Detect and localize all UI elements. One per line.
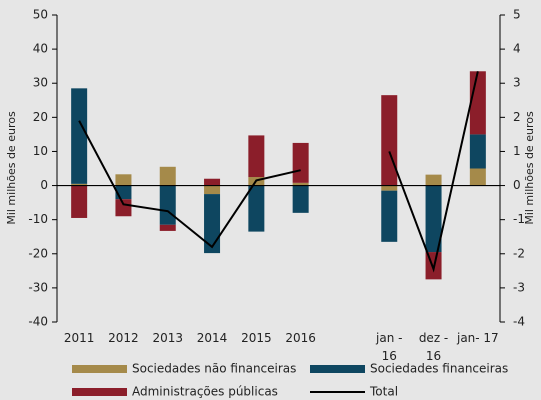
bar	[159, 166, 176, 186]
bar	[159, 185, 176, 225]
y-axis-label: Mil milhões de euros	[5, 111, 18, 225]
bar	[204, 178, 221, 186]
bar	[71, 185, 88, 218]
bar	[204, 194, 221, 254]
legend-swatch	[310, 365, 365, 373]
bar	[115, 174, 132, 186]
bar	[469, 134, 486, 169]
y-tick-label: 20	[33, 110, 48, 124]
bar	[159, 224, 176, 231]
y-tick-label: 10	[33, 144, 48, 158]
legend-label: Sociedades financeiras	[370, 362, 508, 376]
bar	[115, 199, 132, 217]
y2-tick-label: -2	[513, 246, 525, 260]
x-tick-label: dez - 16	[418, 331, 449, 363]
bar	[381, 95, 398, 186]
y-tick-label: 50	[33, 8, 48, 22]
y2-tick-label: 5	[513, 8, 521, 22]
legend-label: Sociedades não financeiras	[132, 362, 296, 376]
y2-tick-label: 3	[513, 76, 521, 90]
x-tick-label: 2016	[285, 331, 316, 345]
bar	[248, 135, 265, 178]
legend-label: Total	[369, 385, 398, 399]
bar	[381, 185, 398, 191]
y2-tick-label: 2	[513, 110, 521, 124]
x-tick-label: 2014	[196, 331, 228, 345]
y-tick-label: 30	[33, 76, 48, 90]
legend-swatch	[72, 388, 127, 396]
y2-tick-label: -3	[513, 280, 525, 294]
bar	[71, 183, 88, 186]
y-tick-label: 40	[33, 42, 48, 56]
bar	[248, 185, 265, 232]
x-tick-label: 2013	[152, 331, 184, 345]
y-tick-label: -30	[28, 280, 48, 294]
x-tick-label: 2012	[108, 331, 139, 345]
bar	[469, 71, 486, 135]
y2-tick-label: 1	[513, 144, 521, 158]
bar	[292, 142, 309, 183]
legend-label: Administrações públicas	[132, 385, 278, 399]
y-tick-label: 0	[40, 178, 48, 192]
bar	[469, 168, 486, 186]
line	[78, 71, 479, 273]
y2-axis-label: Mil milhões de euros	[523, 111, 536, 225]
y2-tick-label: -1	[513, 212, 525, 226]
y-tick-label: -10	[28, 212, 48, 226]
legend-swatch	[72, 365, 127, 373]
y-tick-label: -40	[28, 315, 48, 329]
bar	[425, 174, 442, 186]
x-tick-label: 2015	[241, 331, 272, 345]
bar	[204, 185, 221, 195]
bar	[292, 182, 309, 186]
bar	[71, 88, 88, 184]
y2-tick-label: 4	[513, 42, 521, 56]
x-tick-label: jan- 17	[456, 331, 499, 345]
x-tick-label: jan - 16	[376, 331, 403, 363]
bar	[425, 185, 442, 253]
y2-tick-label: -4	[513, 315, 525, 329]
y2-tick-label: 0	[513, 178, 521, 192]
y-tick-label: -20	[28, 246, 48, 260]
x-tick-label: 2011	[63, 331, 95, 345]
bar	[292, 185, 309, 213]
bar	[381, 190, 398, 242]
